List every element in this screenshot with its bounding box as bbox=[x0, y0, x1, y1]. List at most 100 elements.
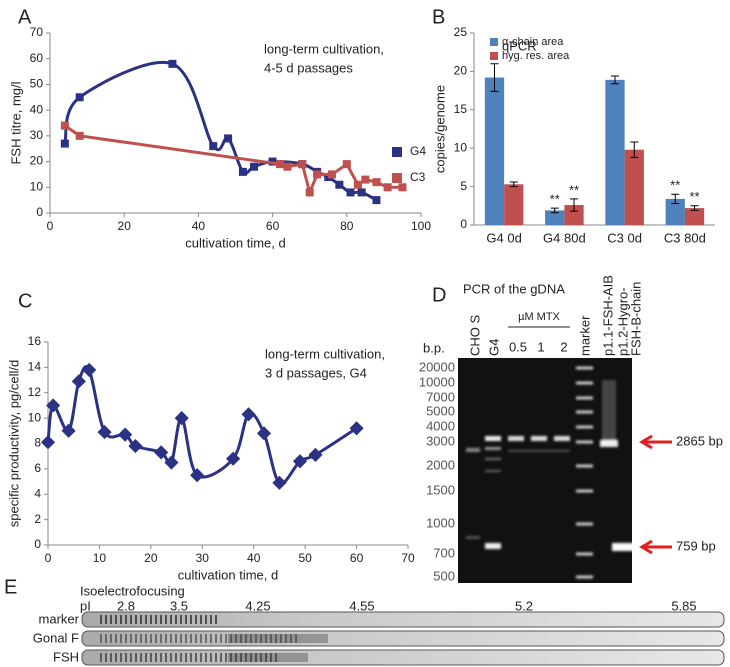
bar bbox=[484, 77, 505, 225]
ladder-band bbox=[576, 464, 593, 468]
ladder-label: 7000 bbox=[426, 389, 455, 404]
y-tick-label: 0 bbox=[460, 217, 467, 231]
data-point bbox=[372, 178, 381, 187]
row-label: marker bbox=[39, 611, 80, 626]
ief-bands bbox=[228, 653, 308, 662]
pi-value: 4.55 bbox=[349, 598, 374, 613]
y-axis-label: copies/genome bbox=[432, 85, 447, 173]
lane-label: G4 bbox=[486, 339, 501, 356]
ladder-band bbox=[576, 410, 593, 414]
ief-strip bbox=[81, 611, 725, 628]
legend-swatch bbox=[490, 38, 498, 46]
significance: ** bbox=[550, 192, 560, 207]
data-point bbox=[209, 142, 218, 151]
significance: ** bbox=[569, 182, 579, 197]
y-tick-label: 25 bbox=[454, 25, 468, 39]
bar bbox=[624, 149, 644, 225]
data-point bbox=[256, 426, 272, 441]
unit-label: b.p. bbox=[423, 340, 445, 355]
data-point bbox=[238, 167, 247, 176]
x-tick-label: 10 bbox=[93, 551, 107, 565]
y-tick-label: 0 bbox=[34, 537, 41, 551]
x-tick-label: C3 80d bbox=[664, 230, 706, 245]
data-point bbox=[357, 188, 366, 197]
series-line bbox=[46, 365, 358, 485]
annotation: 4-5 d passages bbox=[264, 60, 353, 75]
data-point bbox=[190, 468, 205, 483]
y-tick-label: 6 bbox=[34, 461, 41, 475]
x-tick-label: 0 bbox=[45, 551, 52, 565]
y-tick-label: 12 bbox=[28, 385, 42, 399]
ief-bands bbox=[228, 634, 328, 643]
legend-swatch bbox=[490, 52, 498, 60]
band-label: 2865 bp bbox=[676, 433, 723, 448]
y-tick-label: 60 bbox=[30, 51, 44, 65]
gel-title: PCR of the gDNA bbox=[463, 281, 565, 296]
x-tick-label: 0 bbox=[47, 219, 54, 233]
y-tick-label: 5 bbox=[460, 179, 467, 193]
y-tick-label: 10 bbox=[454, 140, 468, 154]
data-point bbox=[383, 183, 392, 192]
error-bar bbox=[671, 193, 680, 204]
ladder-label: 3000 bbox=[426, 433, 455, 448]
pi-value: 2.8 bbox=[117, 598, 135, 613]
data-point bbox=[75, 131, 84, 140]
data-point bbox=[268, 157, 277, 166]
ladder-label: 20000 bbox=[419, 359, 455, 374]
legend-swatch bbox=[392, 147, 402, 157]
data-point bbox=[226, 451, 241, 466]
annotation: 3 d passages, G4 bbox=[265, 365, 367, 380]
x-axis-label: cultivation time, d bbox=[178, 567, 278, 582]
data-point bbox=[128, 438, 143, 454]
error-bar bbox=[509, 181, 518, 188]
y-axis-label: FSH titre, mg/l bbox=[8, 81, 23, 164]
legend-label: hyg. res. area bbox=[502, 50, 570, 62]
y-tick-label: 10 bbox=[30, 179, 44, 193]
x-tick-label: 80 bbox=[340, 219, 354, 233]
pi-value: 3.5 bbox=[170, 598, 188, 613]
lane-label: 1 bbox=[537, 339, 544, 354]
data-point bbox=[118, 427, 133, 442]
data-point bbox=[292, 454, 308, 469]
data-point bbox=[305, 188, 314, 197]
y-tick-label: 10 bbox=[28, 410, 42, 424]
pi-value: 5.2 bbox=[515, 598, 533, 613]
error-bar bbox=[570, 198, 579, 212]
y-tick-label: 30 bbox=[30, 128, 44, 142]
ladder-band bbox=[576, 381, 593, 385]
data-point bbox=[71, 374, 86, 389]
series-line bbox=[63, 124, 403, 198]
data-point bbox=[298, 160, 307, 169]
bar bbox=[684, 208, 705, 225]
y-tick-label: 14 bbox=[28, 360, 42, 374]
data-point bbox=[335, 180, 344, 189]
lane-label: CHO S bbox=[467, 315, 482, 357]
row-label: Gonal F bbox=[33, 630, 79, 645]
y-tick-label: 20 bbox=[30, 154, 44, 168]
panel-label: D bbox=[432, 284, 446, 306]
ief-bands bbox=[100, 615, 220, 624]
lane-label: marker bbox=[577, 315, 592, 356]
error-bar bbox=[490, 63, 499, 92]
lane-label: p1.2-Hygro- bbox=[615, 287, 630, 356]
error-bar bbox=[630, 141, 639, 158]
row-label: FSH bbox=[53, 649, 79, 664]
legend-label: α-chain area bbox=[502, 36, 564, 48]
data-point bbox=[349, 421, 364, 436]
data-point bbox=[398, 183, 407, 192]
lane-label: 2 bbox=[560, 339, 567, 354]
y-axis-label: specific productivity, pg/cell/d bbox=[6, 360, 21, 527]
data-point bbox=[272, 475, 287, 490]
data-point bbox=[308, 447, 323, 462]
ladder-label: 10000 bbox=[419, 374, 455, 389]
annotation: long-term cultivation, bbox=[264, 41, 384, 56]
x-tick-label: 40 bbox=[247, 551, 261, 565]
bar bbox=[504, 184, 524, 225]
data-point bbox=[60, 121, 69, 130]
data-point bbox=[283, 162, 292, 171]
data-point bbox=[250, 162, 259, 171]
panel-label: A bbox=[18, 6, 32, 28]
bar bbox=[665, 198, 685, 225]
data-point bbox=[46, 398, 61, 413]
